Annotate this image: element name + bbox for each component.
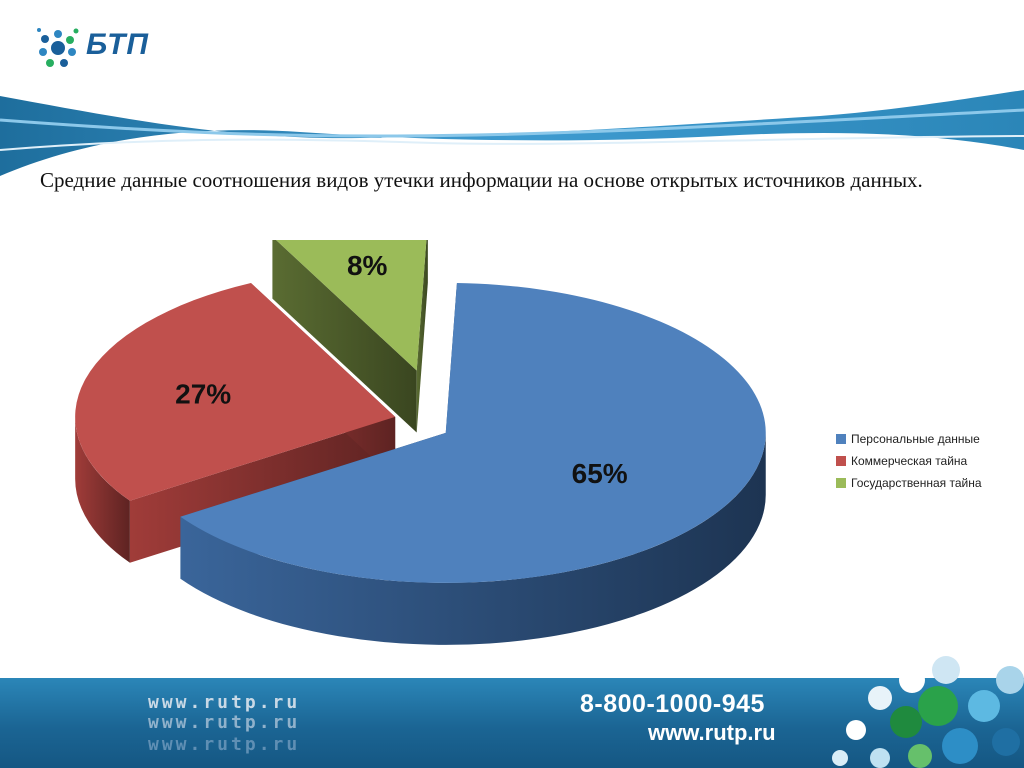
chart-legend: Персональные данные Коммерческая тайна Гос… [836,428,1016,494]
logo-dots-icon [37,28,79,67]
logo-text: БТП [86,28,149,61]
pie-labels: 65% 27% 8% [175,250,628,489]
footer-bubbles-icon [832,650,1024,768]
legend-swatch [836,456,846,466]
pie-slice-side [180,432,766,645]
legend-swatch [836,434,846,444]
header-wave [0,90,1024,176]
pie-slice-side [75,416,130,563]
pie-slice-3 [272,240,428,433]
pie-data-label: 27% [175,378,231,409]
legend-entry: Государственная тайна [836,472,1016,494]
footer-phone: 8-800-1000-945 [580,690,765,718]
pie-slice-cut [416,240,428,433]
footer-deco-url: www.rutp.ru [148,734,301,755]
legend-swatch [836,478,846,488]
legend-entry: Коммерческая тайна [836,450,1016,472]
pie-slice-cut [272,240,417,433]
footer-deco-url: www.rutp.ru [148,712,301,733]
pie-slices [75,240,766,645]
slide-heading: Средние данные соотношения видов утечки … [40,168,923,192]
legend-label: Государственная тайна [851,476,982,490]
pie-chart: 65% 27% 8% [75,240,766,645]
legend-label: Персональные данные [851,432,980,446]
pie-slice-top [75,282,396,501]
pie-data-label: 8% [347,250,388,281]
legend-label: Коммерческая тайна [851,454,968,468]
footer-website: www.rutp.ru [648,720,776,745]
footer-deco-url: www.rutp.ru [148,692,301,713]
pie-data-label: 65% [572,458,628,489]
company-logo: БТП [36,26,156,70]
pie-slice-top [276,240,427,371]
pie-slice-top [180,282,766,583]
pie-slice-1 [180,282,766,645]
legend-entry: Персональные данные [836,428,1016,450]
